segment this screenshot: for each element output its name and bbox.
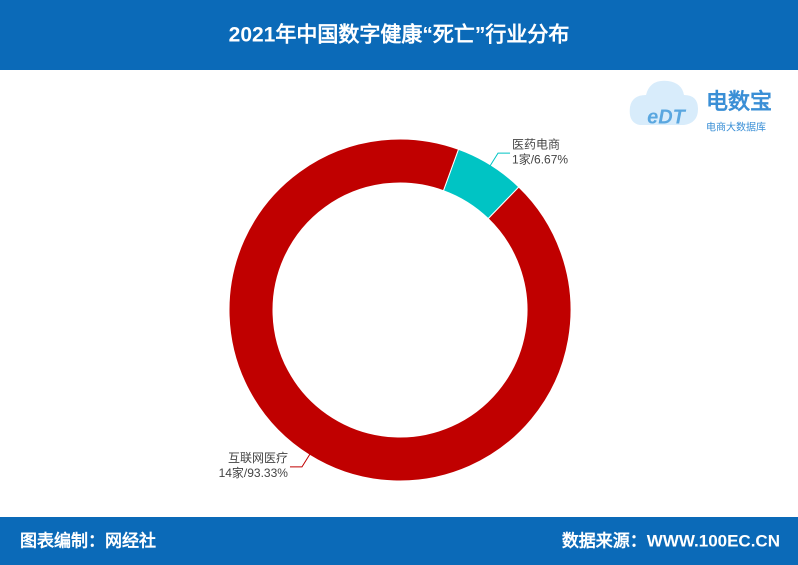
value-label: 1家/6.67%	[512, 151, 568, 166]
value-label: 14家/93.33%	[219, 465, 289, 480]
chart-title: 2021年中国数字健康“死亡”行业分布	[229, 23, 570, 47]
logo-mark: eDT	[647, 106, 687, 128]
donut-slice	[228, 138, 572, 482]
footer-bar	[0, 517, 798, 565]
category-label: 医药电商	[512, 136, 560, 151]
logo-name: 电数宝	[706, 89, 772, 114]
leader-line	[488, 152, 511, 169]
logo: eDT 电数宝 电商大数据库	[629, 80, 772, 134]
header-bar	[0, 0, 798, 70]
category-label: 互联网医疗	[228, 451, 288, 465]
leader-line	[289, 451, 312, 468]
footer-left: 图表编制：网经社	[20, 530, 156, 550]
footer-right: 数据来源：WWW.100EC.CN	[562, 530, 780, 550]
logo-cloud	[629, 80, 698, 125]
logo-tagline: 电商大数据库	[706, 121, 766, 134]
